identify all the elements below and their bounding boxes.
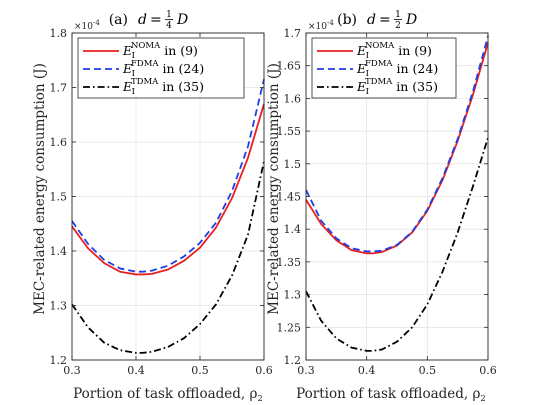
chart-title-b: (b) d = 12 D	[337, 10, 417, 31]
series-line-fdma	[305, 36, 489, 253]
series-line-tdma	[71, 160, 265, 354]
x-axis-label-b: Portion of task offloaded, ρ2	[296, 386, 486, 404]
legend-box	[311, 37, 457, 99]
title-variable: d	[138, 12, 147, 28]
x-tick-label: 0.4	[127, 364, 145, 377]
y-multiplier-base: ×10	[74, 22, 93, 32]
legend-entry-sup: FDMA	[365, 59, 393, 69]
legend-entry-sub: I	[132, 87, 135, 97]
panel-a: 0.3 0.4 0.5 0.6 1.2 1.3 1.4 1.5 1.6 1.7 1.8 ×10-4 (a…	[50, 10, 273, 377]
title-equals: =	[379, 12, 391, 28]
y-tick-label: 1.8	[50, 27, 68, 40]
legend: EINOMA in (9)EIFDMA in (24)EITDMA in (35…	[311, 37, 457, 99]
legend-entry-base: E	[122, 61, 132, 76]
title-fraction-denominator: 2	[395, 21, 401, 31]
legend-entry-base: E	[122, 79, 132, 94]
y-tick-label: 1.7	[284, 27, 302, 40]
legend-entry-base: E	[122, 43, 132, 58]
legend-entry-sub: I	[366, 51, 369, 61]
legend-entry-tdma: EITDMA in (35)	[122, 77, 204, 97]
y-tick-label: 1.65	[277, 60, 302, 73]
y-tick-label: 1.45	[277, 191, 302, 204]
legend-entry-sub: I	[366, 69, 369, 79]
x-tick-label: 0.6	[255, 364, 273, 377]
y-tick-label: 1.4	[284, 223, 302, 236]
title-fraction-numerator: 1	[166, 10, 172, 20]
x-tick-label: 0.3	[63, 364, 81, 377]
x-tick-label: 0.4	[358, 364, 376, 377]
legend-entry-noma: EINOMA in (9)	[356, 41, 432, 61]
legend-entry-base: E	[356, 43, 366, 58]
y-tick-label: 1.2	[284, 354, 302, 367]
y-tick-label: 1.3	[284, 289, 302, 302]
y-tick-label: 1.6	[50, 136, 68, 149]
series-line-fdma	[71, 79, 265, 273]
legend-entry-sub: I	[132, 69, 135, 79]
legend-entry-sup: TDMA	[131, 77, 159, 87]
legend-entry-sup: FDMA	[131, 59, 159, 69]
x-axis-label-subscript: 2	[480, 394, 485, 404]
series-line-noma	[71, 103, 265, 276]
legend-entry-base: E	[356, 61, 366, 76]
title-fraction-numerator: 1	[395, 10, 401, 20]
y-tick-label: 1.3	[50, 300, 68, 313]
legend-entry-tdma: EITDMA in (35)	[356, 77, 438, 97]
legend-entry-noma: EINOMA in (9)	[122, 41, 198, 61]
y-tick-label: 1.2	[50, 354, 68, 367]
y-tick-label: 1.6	[284, 92, 302, 105]
x-axis-label-text: Portion of task offloaded, ρ	[296, 386, 480, 402]
y-axis-label-a: MEC-related energy consumption (J)	[32, 63, 48, 315]
legend-entry-sub: I	[132, 51, 135, 61]
title-equals: =	[150, 12, 162, 28]
legend-entry-suffix: in (24)	[159, 61, 205, 76]
legend-entry-sup: NOMA	[131, 41, 161, 51]
y-multiplier: ×10-4	[74, 19, 100, 32]
x-axis-label-a: Portion of task offloaded, ρ2	[73, 386, 263, 404]
legend-entry-sup: NOMA	[365, 41, 395, 51]
legend-entry-sub: I	[366, 87, 369, 97]
legend-entry-sup: TDMA	[365, 77, 393, 87]
x-tick-label: 0.6	[479, 364, 497, 377]
y-tick-label: 1.4	[50, 245, 68, 258]
x-tick-label: 0.5	[419, 364, 437, 377]
y-axis-label-b: MEC-related energy consumption (J)	[266, 63, 282, 315]
series-line-tdma	[305, 137, 489, 352]
legend-entry-fdma: EIFDMA in (24)	[122, 59, 204, 79]
legend-entry-fdma: EIFDMA in (24)	[356, 59, 438, 79]
y-tick-label: 1.5	[50, 191, 68, 204]
y-tick-label: 1.55	[277, 125, 302, 138]
y-tick-label: 1.7	[50, 82, 68, 95]
x-axis-label-subscript: 2	[257, 394, 262, 404]
title-fraction-denominator: 4	[166, 21, 172, 31]
x-tick-label: 0.3	[297, 364, 315, 377]
x-axis-label-text: Portion of task offloaded, ρ	[73, 386, 257, 402]
legend-entry-suffix: in (9)	[160, 43, 198, 58]
y-multiplier-exponent: -4	[93, 19, 100, 27]
y-multiplier: ×10-4	[308, 19, 334, 32]
legend-box	[77, 37, 245, 99]
title-rhs: D	[405, 12, 417, 28]
y-tick-label: 1.35	[277, 256, 302, 269]
legend-entry-suffix: in (35)	[158, 79, 204, 94]
legend: EINOMA in (9)EIFDMA in (24)EITDMA in (35…	[77, 37, 245, 99]
y-tick-label: 1.5	[284, 158, 302, 171]
legend-entry-suffix: in (9)	[394, 43, 432, 58]
chart-title-a: (a) d = 14 D	[109, 10, 189, 31]
y-multiplier-base: ×10	[308, 22, 327, 32]
y-tick-label: 1.25	[277, 321, 302, 334]
legend-entry-suffix: in (24)	[393, 61, 439, 76]
title-prefix: (a)	[109, 12, 128, 28]
title-rhs: D	[176, 12, 188, 28]
title-prefix: (b)	[337, 12, 357, 28]
y-multiplier-exponent: -4	[327, 19, 334, 27]
x-tick-label: 0.5	[191, 364, 209, 377]
panel-b: 0.3 0.4 0.5 0.6 1.2 1.25 1.3 1.35 1.4 1.45 1.5 1.55…	[277, 10, 497, 377]
title-variable: d	[367, 12, 376, 28]
legend-entry-base: E	[356, 79, 366, 94]
legend-entry-suffix: in (35)	[392, 79, 438, 94]
